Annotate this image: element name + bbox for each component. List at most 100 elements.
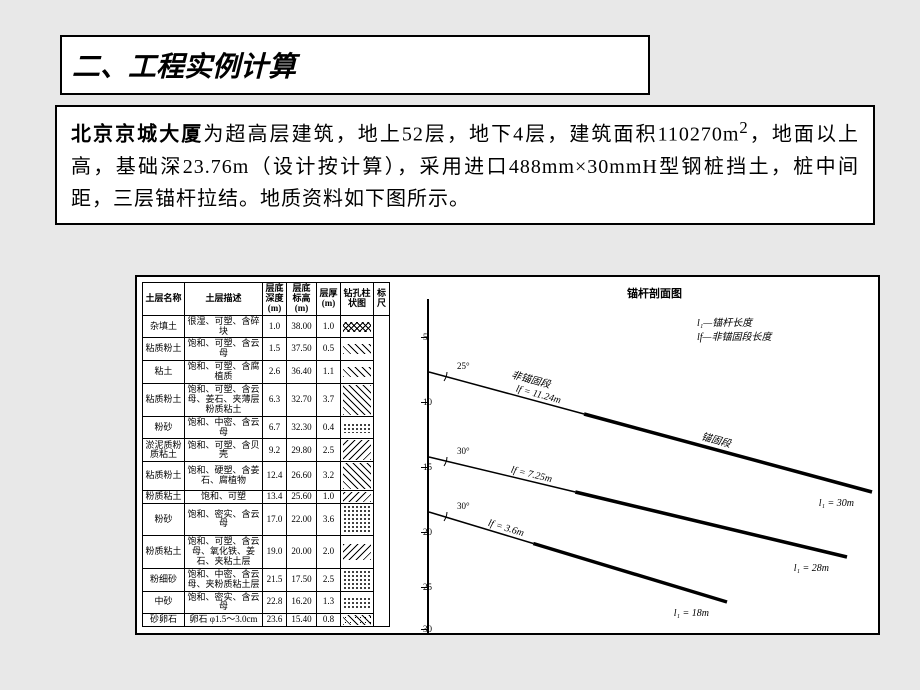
cell-d: 6.7 [263, 416, 287, 439]
cell-t: 0.4 [317, 416, 341, 439]
cell-name: 粘质粉土 [143, 462, 185, 491]
table-row: 粘质粉土饱和、可塑、含云母、姜石、夹薄层粉质粘土6.332.703.7 [143, 384, 390, 417]
scale-label: 20 [423, 527, 432, 537]
cell-t: 2.0 [317, 535, 341, 568]
cell-d: 21.5 [263, 568, 287, 591]
table-header: 层底深度(m) [263, 283, 287, 316]
cell-pattern [341, 439, 374, 462]
cell-d: 6.3 [263, 384, 287, 417]
cell-name: 粉细砂 [143, 568, 185, 591]
cell-t: 1.0 [317, 491, 341, 504]
cell-pattern [341, 315, 374, 338]
cell-desc: 饱和、密实、含云母 [185, 591, 263, 614]
cell-name: 粉砂 [143, 416, 185, 439]
scale-label: 5 [423, 332, 428, 342]
cell-name: 粘土 [143, 361, 185, 384]
cell-t: 2.5 [317, 439, 341, 462]
table-row: 粉细砂饱和、中密、含云母、夹粉质粘土层21.517.502.5 [143, 568, 390, 591]
cell-d: 13.4 [263, 491, 287, 504]
cell-desc: 饱和、中密、含云母 [185, 416, 263, 439]
table-row: 淤泥质粉质粘土饱和、可塑、含贝壳9.229.802.5 [143, 439, 390, 462]
cell-pattern [341, 384, 374, 417]
section-title: 二、工程实例计算 [72, 45, 296, 85]
table-row: 粘土饱和、可塑、含腐植质2.636.401.1 [143, 361, 390, 384]
svg-text:l₁ = 18m: l₁ = 18m [674, 608, 709, 619]
cell-h: 17.50 [287, 568, 317, 591]
cell-desc: 饱和、可塑、含云母、氧化铁、姜石、夹粘土层 [185, 535, 263, 568]
cell-name: 粘质粉土 [143, 384, 185, 417]
scale-label: 10 [423, 397, 432, 407]
scale-label: 30 [423, 624, 432, 634]
cell-d: 1.5 [263, 338, 287, 361]
cell-name: 砂卵石 [143, 614, 185, 627]
cell-name: 中砂 [143, 591, 185, 614]
description-text: 北京京城大厦为超高层建筑，地上52层，地下4层，建筑面积110270m2，地面以… [71, 115, 859, 215]
cell-h: 25.60 [287, 491, 317, 504]
cell-pattern [341, 361, 374, 384]
description-box: 北京京城大厦为超高层建筑，地上52层，地下4层，建筑面积110270m2，地面以… [55, 105, 875, 225]
svg-text:30°: 30° [457, 446, 470, 456]
svg-text:25°: 25° [457, 361, 470, 371]
cell-pattern [341, 504, 374, 536]
cell-t: 3.6 [317, 504, 341, 536]
cell-name: 粉质粘土 [143, 491, 185, 504]
table-header: 钻孔柱状图 [341, 283, 374, 316]
cell-desc: 饱和、可塑、含贝壳 [185, 439, 263, 462]
cell-name: 粉质粘土 [143, 535, 185, 568]
cell-desc: 饱和、可塑 [185, 491, 263, 504]
section-title-box: 二、工程实例计算 [60, 35, 650, 95]
cell-pattern [341, 535, 374, 568]
cell-d: 12.4 [263, 462, 287, 491]
cell-t: 0.5 [317, 338, 341, 361]
cell-t: 0.8 [317, 614, 341, 627]
table-row: 杂填土很湿、可塑、含碎块1.038.001.0 [143, 315, 390, 338]
anchor-section-diagram: 锚杆剖面图 l₁—锚杆长度 lf—非锚固段长度 25°lf = 11.24ml₁… [427, 277, 882, 637]
table-header: 层厚(m) [317, 283, 341, 316]
table-header-row: 土层名称土层描述层底深度(m)层底标高(m)层厚(m)钻孔柱状图标尺 [143, 283, 390, 316]
cell-pattern [341, 491, 374, 504]
svg-text:30°: 30° [457, 501, 470, 511]
cell-desc: 饱和、密实、含云母 [185, 504, 263, 536]
cell-t: 2.5 [317, 568, 341, 591]
cell-d: 23.6 [263, 614, 287, 627]
table-row: 砂卵石卵石 φ1.5～3.0cm23.615.400.8 [143, 614, 390, 627]
cell-name: 淤泥质粉质粘土 [143, 439, 185, 462]
table-row: 粉砂饱和、中密、含云母6.732.300.4 [143, 416, 390, 439]
cell-pattern [341, 614, 374, 627]
cell-pattern [341, 338, 374, 361]
table-header: 标尺 [374, 283, 390, 316]
cell-t: 3.2 [317, 462, 341, 491]
cell-desc: 饱和、中密、含云母、夹粉质粘土层 [185, 568, 263, 591]
cell-d: 19.0 [263, 535, 287, 568]
svg-text:l₁ = 30m: l₁ = 30m [819, 498, 854, 509]
cell-pattern [341, 568, 374, 591]
cell-h: 15.40 [287, 614, 317, 627]
cell-desc: 饱和、可塑、含云母、姜石、夹薄层粉质粘土 [185, 384, 263, 417]
cell-h: 32.70 [287, 384, 317, 417]
table-row: 粉质粘土饱和、可塑、含云母、氧化铁、姜石、夹粘土层19.020.002.0 [143, 535, 390, 568]
table-row: 粘质粉土饱和、可塑、含云母1.537.500.5 [143, 338, 390, 361]
cell-t: 1.1 [317, 361, 341, 384]
cell-desc: 饱和、可塑、含云母 [185, 338, 263, 361]
table-row: 中砂饱和、密实、含云母22.816.201.3 [143, 591, 390, 614]
cell-scale [374, 315, 390, 627]
cell-t: 3.7 [317, 384, 341, 417]
cell-h: 22.00 [287, 504, 317, 536]
table-body: 杂填土很湿、可塑、含碎块1.038.001.0粘质粉土饱和、可塑、含云母1.53… [143, 315, 390, 627]
cell-h: 38.00 [287, 315, 317, 338]
cell-d: 17.0 [263, 504, 287, 536]
cell-t: 1.0 [317, 315, 341, 338]
cell-h: 37.50 [287, 338, 317, 361]
cell-pattern [341, 416, 374, 439]
cell-pattern [341, 462, 374, 491]
scale-label: 15 [423, 462, 432, 472]
cell-h: 29.80 [287, 439, 317, 462]
cell-name: 杂填土 [143, 315, 185, 338]
cell-pattern [341, 591, 374, 614]
cell-name: 粉砂 [143, 504, 185, 536]
cell-d: 1.0 [263, 315, 287, 338]
svg-text:l₁ = 28m: l₁ = 28m [794, 563, 829, 574]
table-row: 粘质粉土饱和、硬塑、含姜石、腐植物12.426.603.2 [143, 462, 390, 491]
cell-h: 32.30 [287, 416, 317, 439]
cell-d: 22.8 [263, 591, 287, 614]
